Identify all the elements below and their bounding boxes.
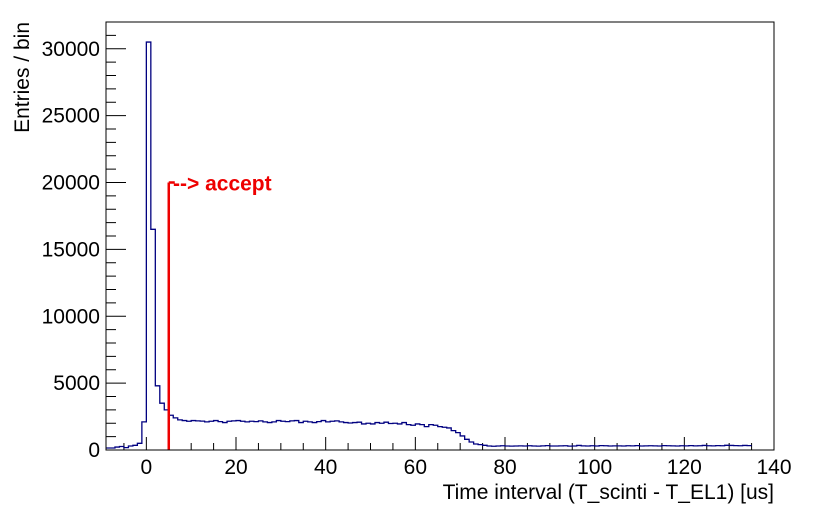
- y-tick-label: 5000: [53, 372, 100, 395]
- histogram-series-line: [106, 41, 752, 449]
- y-tick-label: 0: [88, 439, 100, 462]
- x-tick-labels: 0 20 40 60 80 100 120 140: [141, 456, 792, 479]
- x-tick-label: 100: [577, 456, 612, 479]
- y-tick-label: 15000: [42, 238, 100, 261]
- x-tick-label: 60: [404, 456, 427, 479]
- x-tick-label: 0: [141, 456, 153, 479]
- y-tick-label: 25000: [42, 105, 100, 128]
- x-tick-label: 120: [667, 456, 702, 479]
- y-tick-labels: 0 5000 10000 15000 20000 25000 30000: [42, 38, 100, 462]
- x-tick-label: 40: [314, 456, 337, 479]
- x-tick-label: 80: [493, 456, 516, 479]
- axis-ticks: [106, 21, 775, 451]
- plot-frame: [105, 21, 775, 451]
- y-tick-label: 30000: [42, 38, 100, 61]
- accept-annotation: --> accept: [173, 173, 272, 196]
- x-tick-label: 20: [224, 456, 247, 479]
- x-axis-title: Time interval (T_scinti - T_EL1) [us]: [443, 481, 774, 504]
- y-tick-label: 20000: [42, 172, 100, 195]
- y-tick-label: 10000: [42, 305, 100, 328]
- y-axis-title: Entries / bin: [11, 22, 34, 133]
- x-tick-label: 140: [756, 456, 791, 479]
